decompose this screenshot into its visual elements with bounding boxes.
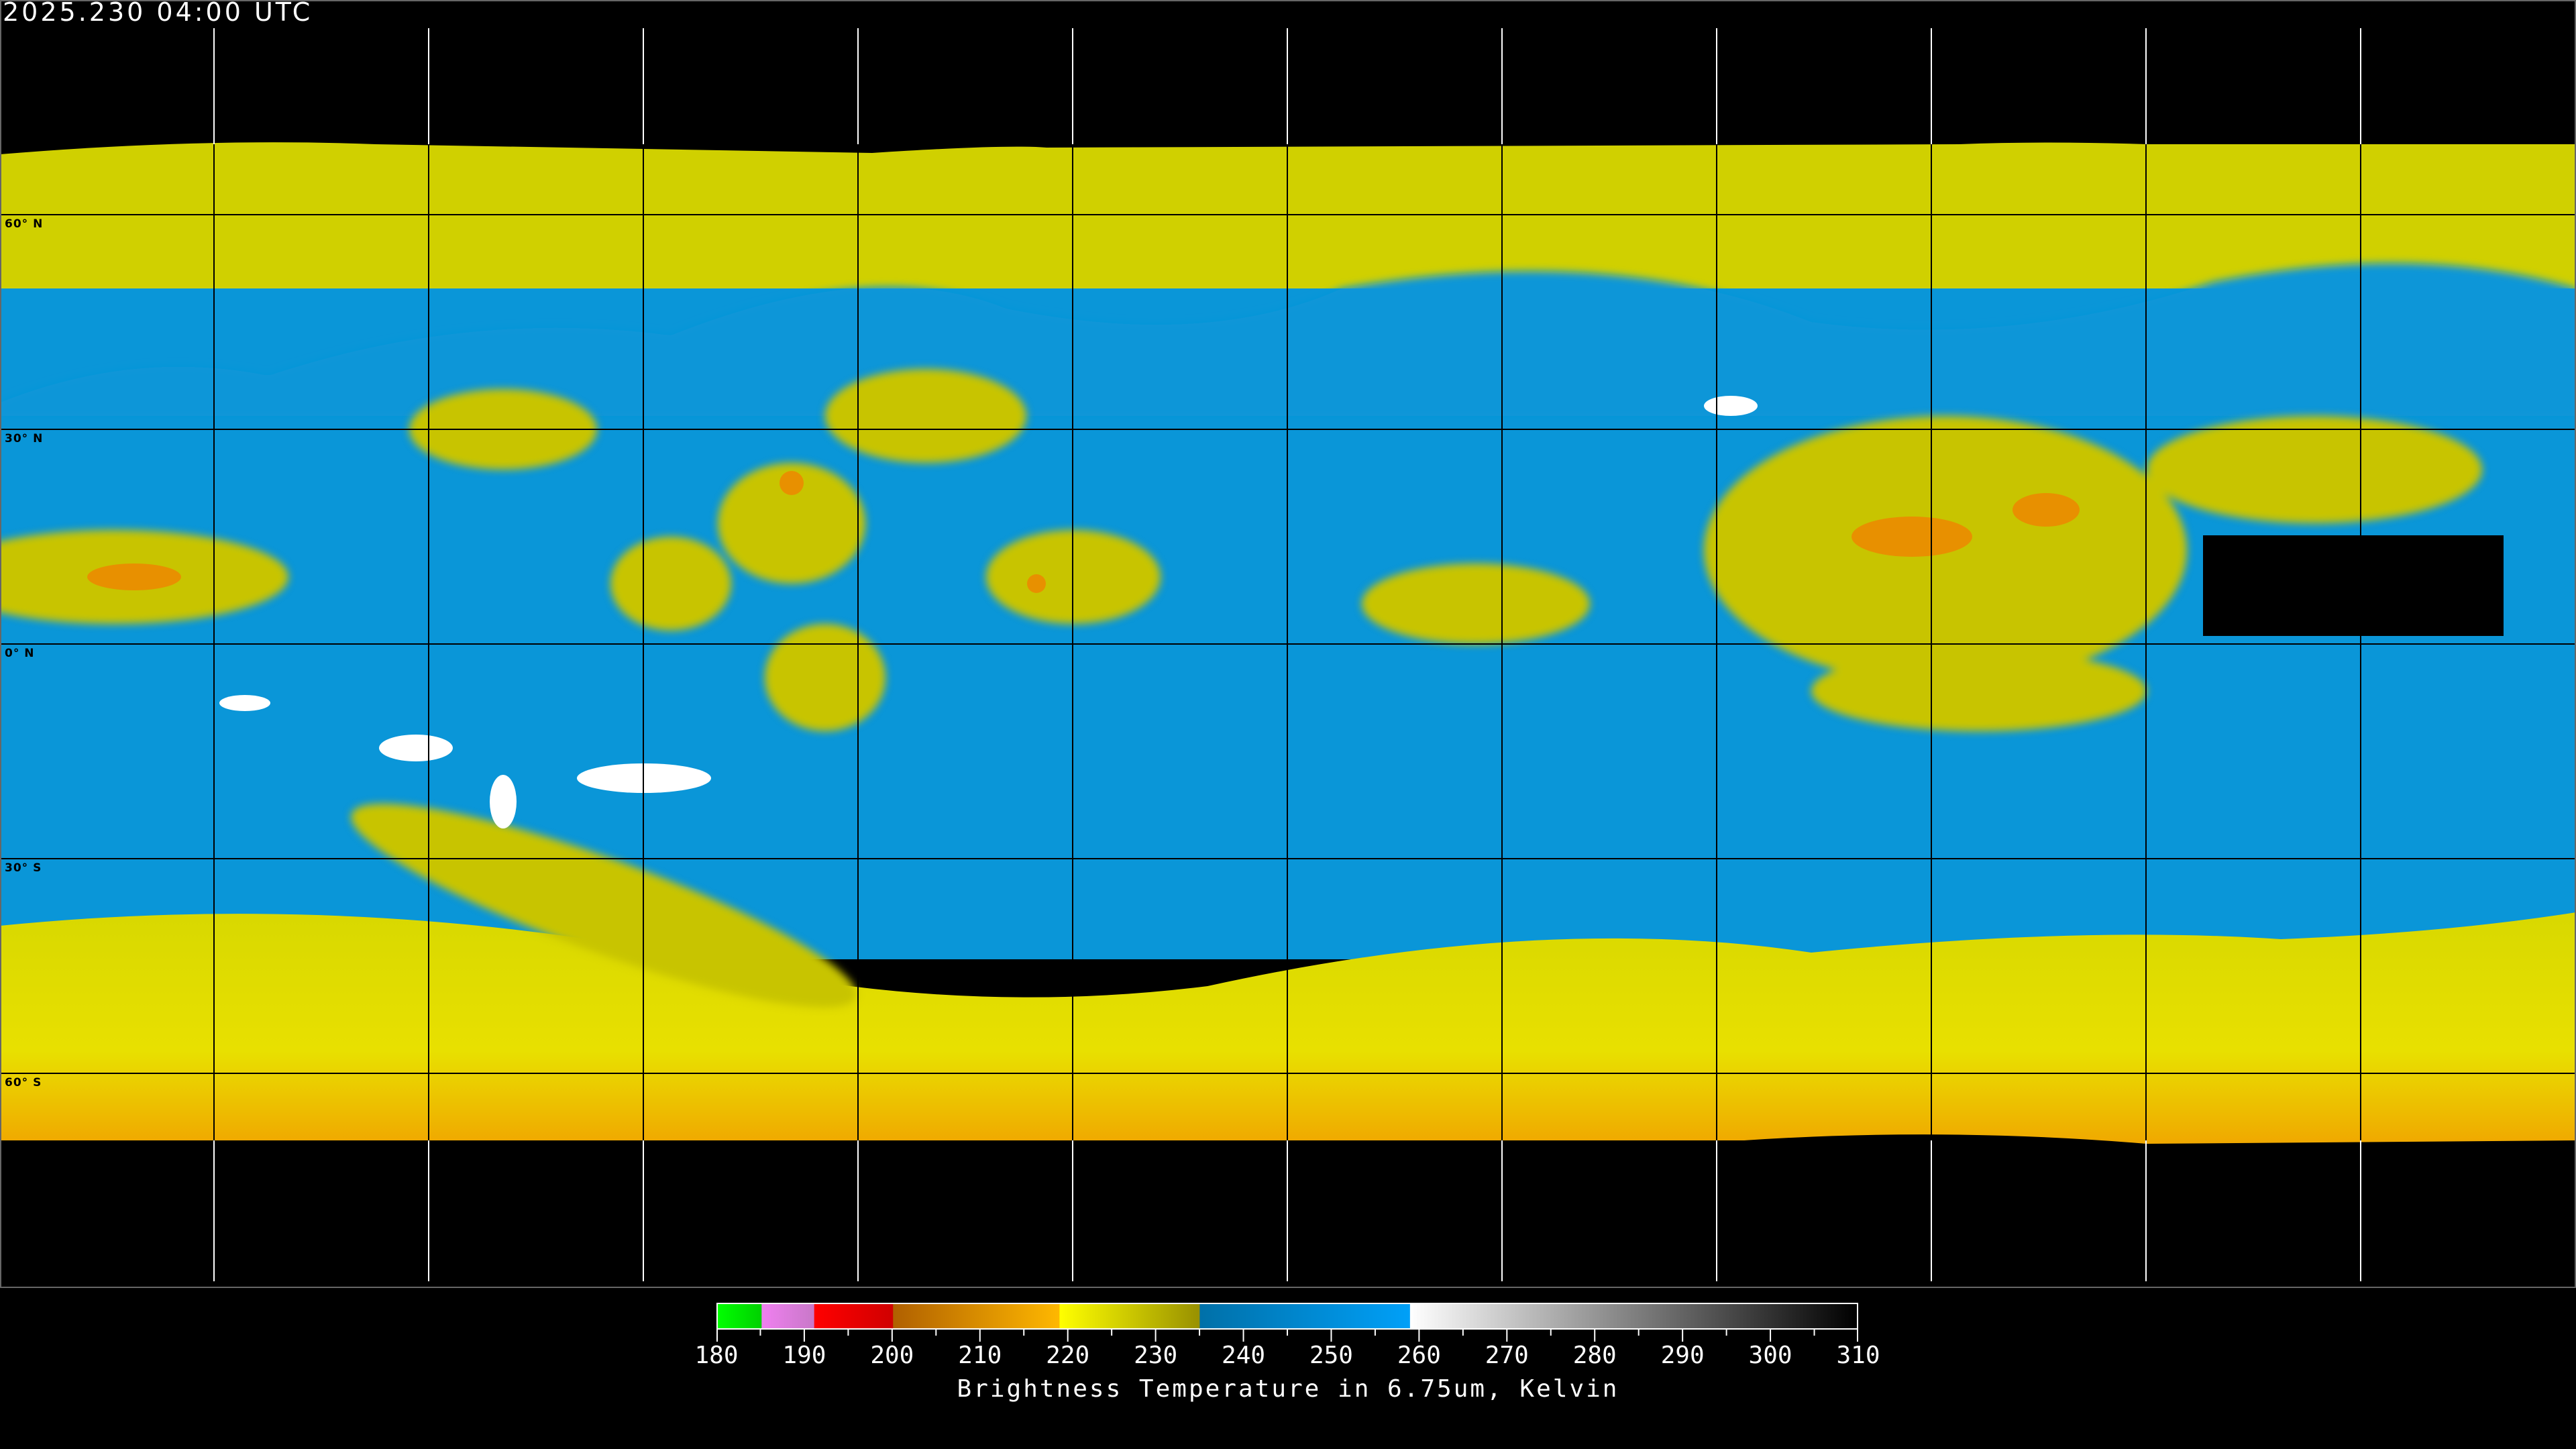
colorbar-segment [814,1304,894,1328]
lat-label-60s: 60° S [5,1076,42,1089]
colorbar-segment [1059,1304,1200,1328]
colorbar-segment [761,1304,815,1328]
lat-label-60n: 60° N [5,217,44,231]
colorbar-tick-label: 250 [1309,1342,1353,1369]
timestamp: 2025.230 04:00 UTC [3,0,313,27]
graticule [0,28,2576,1281]
cold-cloud-tops [87,471,2080,593]
colorbar-tick-label: 210 [958,1342,1002,1369]
parallels [0,214,2576,1074]
colorbar-tick-label: 260 [1397,1342,1441,1369]
colorbar-segment [893,1304,1060,1328]
water-vapor-map [0,28,2576,1281]
colorbar-tick-label: 190 [782,1342,826,1369]
missing-data-block [2203,535,2504,636]
convective-clusters [0,369,2482,1008]
colorbar-title: Brightness Temperature in 6.75um, Kelvin [957,1375,1619,1403]
lat-label-equator: 0° N [5,647,35,660]
lat-label-30s: 30° S [5,861,42,875]
colorbar-tick-label: 230 [1134,1342,1178,1369]
colorbar-segment [718,1304,762,1328]
meridians [213,28,2361,1281]
colorbar [716,1303,1858,1330]
colorbar-tick-label: 270 [1485,1342,1529,1369]
colorbar-tick-label: 220 [1046,1342,1090,1369]
colorbar-segment [1409,1304,1857,1328]
lat-label-30n: 30° N [5,432,44,445]
colorbar-tick-label: 300 [1748,1342,1792,1369]
colorbar-tick-label: 200 [870,1342,914,1369]
colorbar-tick-label: 240 [1222,1342,1266,1369]
colorbar-tick-label: 180 [694,1342,739,1369]
colorbar-tick-label: 290 [1660,1342,1705,1369]
colorbar-tick-label: 310 [1836,1342,1880,1369]
colorbar-segment [1199,1304,1411,1328]
colorbar-ticks [716,1330,1858,1342]
colorbar-tick-label: 280 [1572,1342,1617,1369]
